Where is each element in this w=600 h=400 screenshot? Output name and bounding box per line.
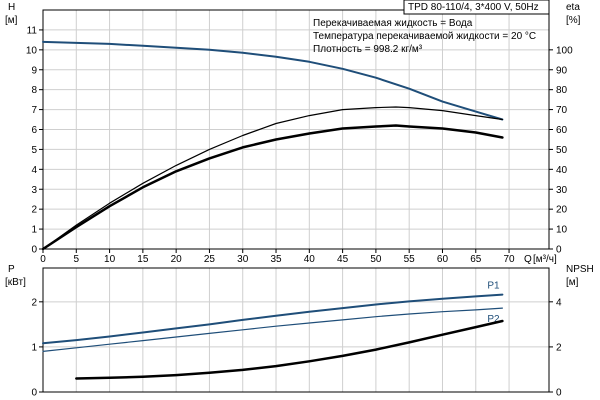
y-right-tick-label: 80 xyxy=(556,85,568,96)
top-series-0-line xyxy=(42,40,504,121)
x-tick-label: 45 xyxy=(337,254,349,265)
y-left-tick-label: 2 xyxy=(31,205,37,216)
y-right-tick-label: 2 xyxy=(556,342,562,353)
y-left-unit: [кВт] xyxy=(5,277,26,288)
y-left-tick-label: 9 xyxy=(31,65,37,76)
y-right-tick-label: 30 xyxy=(556,185,568,196)
y-left-tick-label: 3 xyxy=(31,185,37,196)
y-right-tick-label: 20 xyxy=(556,205,568,216)
y-left-tick-label: 7 xyxy=(31,105,37,116)
y-right-label: NPSH xyxy=(566,264,594,275)
y-left-tick-label: 6 xyxy=(31,125,37,136)
x-tick-label: 70 xyxy=(503,254,515,265)
y-right-tick-label: 100 xyxy=(556,45,573,56)
y-right-unit: [м] xyxy=(566,277,579,288)
grid-lines xyxy=(43,10,549,249)
bottom-series-p2-line xyxy=(42,307,503,352)
y-left-tick-label: 0 xyxy=(31,245,37,256)
y-right-tick-label: 4 xyxy=(556,297,562,308)
x-tick-label: 5 xyxy=(74,254,80,265)
y-left-tick-label: 4 xyxy=(31,165,37,176)
series-label-p2: P2 xyxy=(487,314,500,325)
x-tick-label: 35 xyxy=(270,254,282,265)
x-tick-label: 20 xyxy=(171,254,183,265)
y-left-tick-label: 10 xyxy=(26,45,38,56)
title-box: TPD 80-110/4, 3*400 V, 50Hz xyxy=(403,0,550,15)
y-right-label: eta xyxy=(566,2,580,13)
x-tick-label: 60 xyxy=(437,254,449,265)
x-tick-label: 55 xyxy=(404,254,416,265)
head-efficiency-plot: 012345678910110102030405060708090100H[м]… xyxy=(5,0,581,265)
x-tick-label: 25 xyxy=(204,254,216,265)
series-label-p1: P1 xyxy=(487,281,500,292)
y-right-tick-label: 50 xyxy=(556,145,568,156)
x-tick-label: 10 xyxy=(104,254,116,265)
plot-frame xyxy=(42,267,550,393)
bottom-series-2-line xyxy=(75,319,504,380)
title-frame xyxy=(403,0,550,15)
x-tick-label: 15 xyxy=(137,254,149,265)
y-right-unit: [%] xyxy=(566,15,581,26)
top-series-1-line xyxy=(42,106,503,250)
fluid-info: Перекачиваемая жидкость = Вода Температур… xyxy=(313,18,536,55)
top-series-2-line xyxy=(41,124,504,251)
y-left-tick-label: 5 xyxy=(31,145,37,156)
y-left-tick-label: 8 xyxy=(31,85,37,96)
x-tick-label: 0 xyxy=(40,254,46,265)
y-left-tick-label: 1 xyxy=(31,342,37,353)
y-left-tick-label: 1 xyxy=(31,225,37,236)
y-left-tick-label: 11 xyxy=(27,25,38,36)
y-right-tick-label: 10 xyxy=(556,225,568,236)
power-npsh-plot: 0 1 2 0 2 4 P [кВт] NPSH [м] P1 P2 xyxy=(5,264,594,399)
y-right-tick-label: 0 xyxy=(556,245,562,256)
y-left-label: P xyxy=(8,264,15,275)
y-right-tick-label: 40 xyxy=(556,165,568,176)
x-tick-label: 30 xyxy=(237,254,249,265)
y-right-tick-label: 0 xyxy=(556,388,562,399)
info-line: Температура перекачиваемой жидкости = 20… xyxy=(313,31,536,42)
info-line: Перекачиваемая жидкость = Вода xyxy=(313,18,473,29)
grid-lines xyxy=(43,268,549,392)
chart-title: TPD 80-110/4, 3*400 V, 50Hz xyxy=(408,2,539,13)
y-right-tick-label: 60 xyxy=(556,125,568,136)
x-tick-label: 65 xyxy=(470,254,482,265)
x-axis-label: Q xyxy=(524,254,532,265)
y-right-tick-label: 90 xyxy=(556,65,568,76)
x-tick-label: 50 xyxy=(370,254,382,265)
bottom-series-p1-line xyxy=(42,293,504,345)
x-axis-unit: [м³/ч] xyxy=(533,254,557,265)
y-left-label: H xyxy=(8,2,15,13)
info-line: Плотность = 998.2 кг/м³ xyxy=(313,44,423,55)
x-tick-label: 40 xyxy=(304,254,316,265)
y-left-tick-label: 0 xyxy=(31,388,37,399)
y-right-tick-label: 70 xyxy=(556,105,568,116)
y-left-tick-label: 2 xyxy=(31,297,37,308)
y-left-unit: [м] xyxy=(5,15,18,26)
